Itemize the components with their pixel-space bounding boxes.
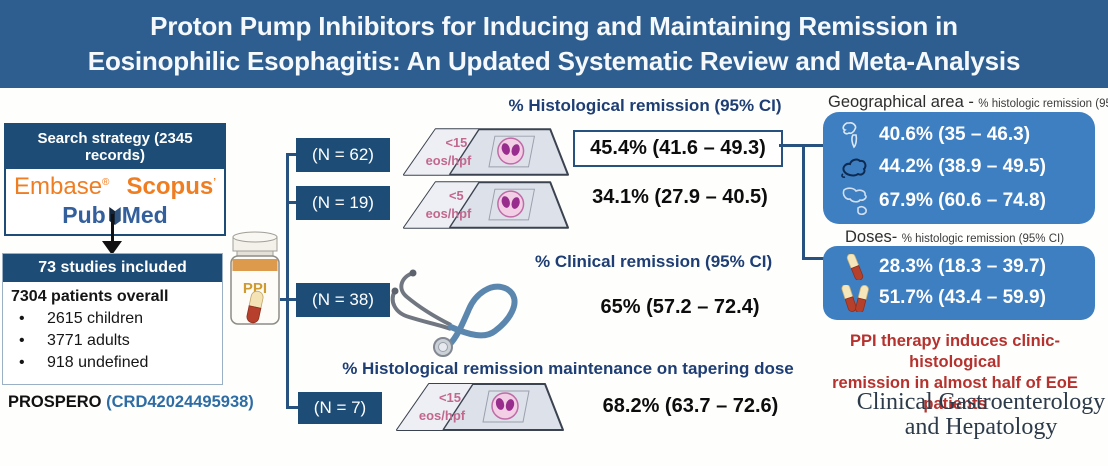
doses-panel: 28.3% (18.3 – 39.7) 51.7% (43.4 – 59.9)	[823, 246, 1095, 320]
search-strategy-panel: Search strategy (2345 records) Embase® S…	[4, 123, 226, 236]
n62-box: (N = 62)	[296, 138, 390, 172]
histological-value-2: 34.1% (27.9 – 40.5)	[592, 186, 768, 208]
title-band: Proton Pump Inhibitors for Inducing and …	[0, 0, 1108, 88]
clinical-value: 65% (57.2 – 72.4)	[600, 296, 760, 318]
clinical-remission-header: % Clinical remission (95% CI)	[535, 252, 773, 271]
n7-box: (N = 7)	[298, 392, 382, 424]
search-strategy-header: Search strategy (2345 records)	[6, 125, 224, 169]
microscope-slide-icon: <15 eos/hpf	[396, 383, 564, 431]
doses-row-double: 51.7% (43.4 – 59.9)	[831, 284, 1087, 312]
embase-logo: Embase®	[14, 173, 110, 200]
list-item: 3771 adults	[11, 330, 216, 352]
svg-text:<15: <15	[439, 390, 461, 405]
branch-stub-n19	[288, 201, 298, 204]
title-line-1: Proton Pump Inhibitors for Inducing and …	[150, 11, 958, 41]
stethoscope-icon	[390, 269, 518, 357]
geography-row-americas: 40.6% (35 – 46.3)	[831, 120, 1087, 150]
prospero-id: (CRD42024495938)	[106, 393, 254, 411]
histological-remission-header: % Histological remission (95% CI)	[508, 96, 782, 115]
doses-row-standard: 28.3% (18.3 – 39.7)	[831, 254, 1087, 281]
branch-stub-n62	[288, 153, 298, 156]
histological-value-boxed: 45.4% (41.6 – 49.3)	[573, 130, 783, 167]
scopus-logo: Scopus’	[126, 173, 216, 200]
database-logos: Embase® Scopus’	[6, 169, 224, 201]
svg-text:eos/hpf: eos/hpf	[419, 408, 466, 423]
geography-row-europe: 44.2% (38.9 – 49.5)	[831, 153, 1087, 181]
single-capsule-icon	[831, 254, 879, 281]
patients-total: 7304 patients overall	[11, 288, 169, 305]
geography-row-asia-oceania: 67.9% (60.6 – 74.8)	[831, 185, 1087, 217]
prospero-registration: PROSPERO (CRD42024495938)	[8, 393, 254, 411]
list-item: 918 undefined	[11, 352, 216, 374]
geography-panel: 40.6% (35 – 46.3) 44.2% (38.9 – 49.5) 67…	[823, 112, 1095, 224]
list-item: 2615 children	[11, 308, 216, 330]
svg-text:<15: <15	[445, 135, 467, 150]
maintenance-value: 68.2% (63.7 – 72.6)	[602, 395, 779, 417]
right-connector-vertical	[802, 144, 805, 260]
flow-arrow-line	[111, 214, 114, 242]
svg-text:<5: <5	[449, 188, 464, 203]
asia-oceania-map-icon	[831, 185, 879, 217]
branch-trunk-line	[286, 153, 289, 409]
right-connector-bottom	[802, 257, 824, 260]
svg-text:eos/hpf: eos/hpf	[426, 206, 472, 221]
n38-box: (N = 38)	[296, 283, 390, 317]
title-line-2: Eosinophilic Esophagitis: An Updated Sys…	[87, 46, 1021, 76]
geography-header: Geographical area - % histologic remissi…	[828, 93, 1108, 111]
svg-text:eos/hpf: eos/hpf	[426, 153, 472, 168]
studies-included-panel: 73 studies included 7304 patients overal…	[2, 253, 223, 385]
branch-stub-n7	[288, 406, 298, 409]
flow-arrow-head-icon	[102, 241, 122, 255]
microscope-slide-icon: <5 eos/hpf	[402, 181, 570, 229]
maintenance-header: % Histological remission maintenance on …	[342, 359, 794, 378]
europe-map-icon	[831, 153, 879, 181]
doses-header: Doses- % histologic remission (95% CI)	[845, 228, 1065, 246]
conclusion-text: PPI therapy induces clinic-histological …	[832, 332, 1078, 413]
branch-stub-n38	[280, 298, 298, 301]
pubmed-logo: Pub Med	[62, 202, 168, 228]
studies-body: 7304 patients overall 2615 children 3771…	[3, 282, 222, 384]
studies-included-header: 73 studies included	[3, 254, 222, 282]
microscope-slide-icon: <15 eos/hpf	[402, 128, 570, 176]
right-connector-top	[779, 144, 823, 147]
americas-map-icon	[831, 120, 879, 150]
double-capsule-icon	[831, 284, 879, 312]
journal-logo: Clinical Gastroenterology and Hepatology	[856, 389, 1106, 440]
ppi-bottle-icon: PPI	[230, 231, 280, 325]
n19-box: (N = 19)	[296, 186, 390, 220]
